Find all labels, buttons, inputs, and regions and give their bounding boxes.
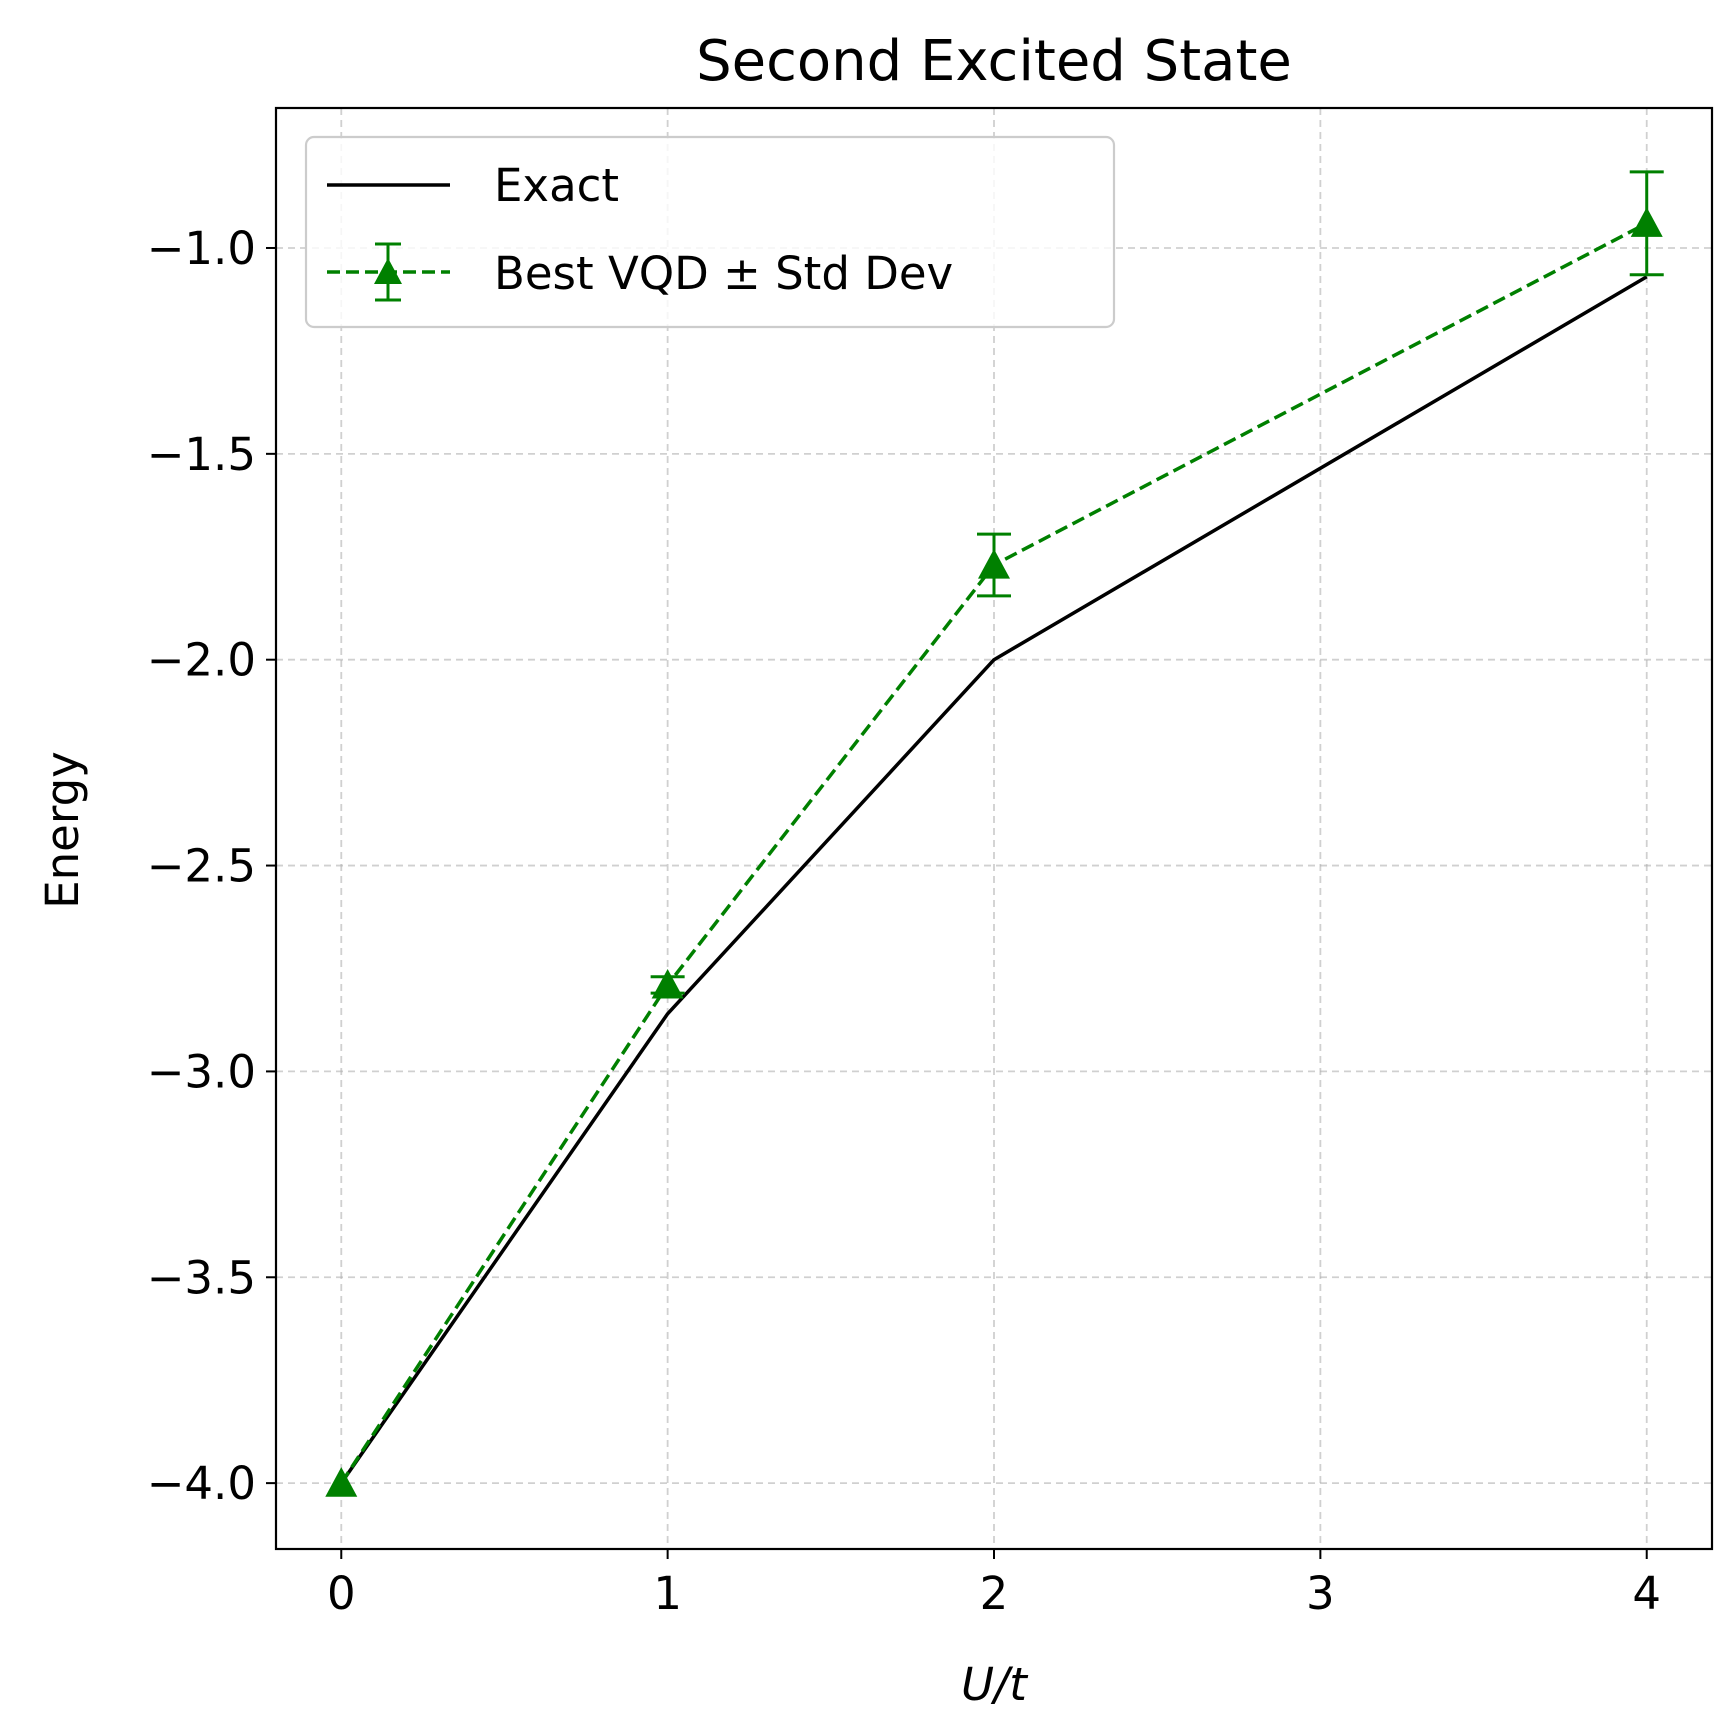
x-axis-label: U/t (961, 1658, 1029, 1711)
grid (276, 108, 1712, 1549)
y-tick-label: −3.0 (147, 1045, 256, 1098)
series-line-exact (339, 275, 1648, 1485)
legend-box (304, 135, 1116, 329)
y-axis-ticks: −4.0 −3.5 −3.0 −2.5 −2.0 −1.5 −1.0 (147, 222, 276, 1510)
legend: Exact Best VQD ± Std Dev (304, 135, 1116, 329)
y-tick-label: −2.5 (147, 840, 256, 893)
marker-vqd (978, 549, 1010, 579)
y-tick-label: −1.5 (147, 428, 256, 481)
x-tick-label: 1 (653, 1567, 682, 1620)
legend-vqd-marker (374, 258, 402, 284)
y-axis-label: Energy (36, 751, 89, 909)
x-axis-ticks: 0 1 2 3 4 (327, 1549, 1661, 1620)
chart-title: Second Excited State (696, 29, 1292, 94)
x-tick-label: 4 (1632, 1567, 1661, 1620)
x-tick-label: 0 (327, 1567, 356, 1620)
x-tick-label: 3 (1306, 1567, 1335, 1620)
y-tick-label: −1.0 (147, 222, 256, 275)
marker-vqd (1630, 207, 1663, 237)
series-layer (325, 170, 1664, 1497)
legend-label-vqd: Best VQD ± Std Dev (494, 247, 953, 300)
marker-vqd (651, 968, 684, 999)
series-line-vqd (339, 221, 1648, 1485)
y-tick-label: −3.5 (147, 1251, 256, 1304)
legend-label-exact: Exact (494, 159, 619, 212)
marker-vqd (325, 1467, 358, 1497)
y-tick-label: −4.0 (147, 1457, 256, 1510)
y-tick-label: −2.0 (147, 634, 256, 687)
x-tick-label: 2 (980, 1567, 1009, 1620)
